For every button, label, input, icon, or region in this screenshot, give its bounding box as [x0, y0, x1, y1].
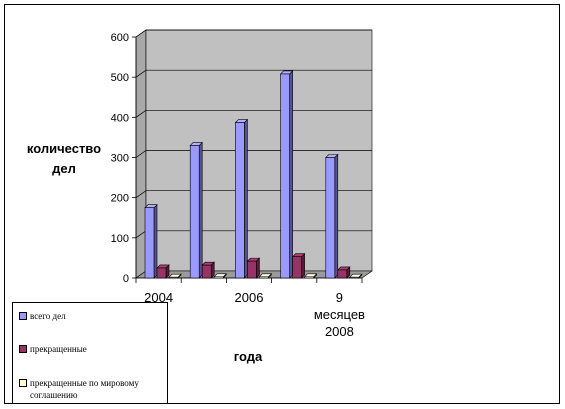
y-tick-label: 500 [111, 72, 129, 84]
gridline [135, 150, 372, 158]
bar [235, 122, 245, 279]
legend-label-settlement: прекращенные по мировому соглашению [30, 378, 139, 400]
x-tick-label: месяцев [314, 307, 365, 322]
bar-side [289, 70, 293, 279]
bar-side [334, 153, 339, 279]
bar [259, 276, 269, 279]
gridline [135, 190, 372, 198]
bar [168, 276, 179, 279]
legend-label-total: всего дел [30, 311, 66, 321]
bar [201, 264, 212, 279]
x-tick-label: 2004 [144, 290, 173, 305]
legend: всего дел прекращенные прекращенные по м… [12, 302, 168, 404]
y-tick-label: 100 [111, 233, 129, 245]
y-tick-label: 300 [111, 153, 129, 165]
y-axis-label: количество дел [26, 141, 102, 176]
y-tick-label: 400 [111, 112, 129, 124]
bar-side [244, 118, 248, 279]
x-tick-label: 2008 [325, 324, 354, 339]
bar [144, 207, 155, 279]
y-tick-label: 200 [111, 193, 129, 205]
x-tick-label: 9 [336, 290, 343, 305]
gridline [135, 109, 372, 118]
bar [337, 269, 348, 279]
bar [156, 267, 167, 279]
legend-swatch-settlement [19, 379, 27, 387]
x-tick-label: 2006 [235, 290, 264, 305]
bar [349, 276, 360, 279]
bar [189, 145, 200, 279]
x-axis-label: года [233, 349, 263, 364]
bar [292, 256, 302, 279]
gridline [135, 29, 372, 38]
gridline [135, 69, 372, 78]
bar [280, 73, 290, 279]
bar [325, 157, 336, 279]
legend-swatch-total [19, 312, 27, 320]
bar [213, 276, 224, 279]
y-tick-label: 600 [111, 32, 129, 44]
bar [247, 260, 257, 279]
bar-side [256, 257, 260, 279]
y-tick-label: 0 [123, 273, 129, 285]
legend-swatch-terminated [19, 345, 27, 353]
bar-side [301, 252, 305, 279]
legend-label-terminated: прекращенные [30, 344, 87, 354]
bar-side [153, 203, 158, 279]
bar-side [198, 141, 203, 279]
bar [304, 276, 314, 279]
